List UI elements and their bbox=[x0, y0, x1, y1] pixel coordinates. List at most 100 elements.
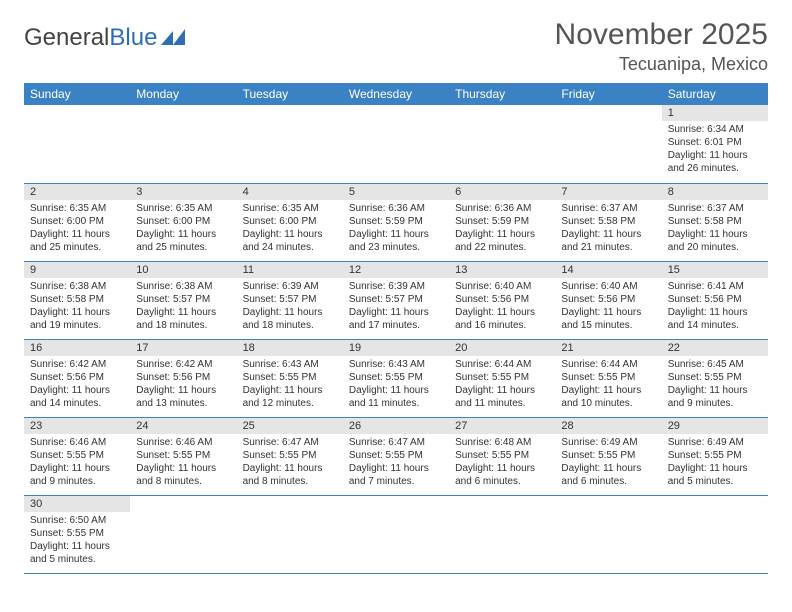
day-header-cell: Monday bbox=[130, 83, 236, 105]
calendar-day-cell: 2Sunrise: 6:35 AMSunset: 6:00 PMDaylight… bbox=[24, 183, 130, 261]
sunrise-line: Sunrise: 6:37 AM bbox=[668, 202, 762, 215]
day-details: Sunrise: 6:36 AMSunset: 5:59 PMDaylight:… bbox=[449, 200, 555, 258]
day-number: 18 bbox=[237, 340, 343, 356]
day-number: 14 bbox=[555, 262, 661, 278]
daylight-line: Daylight: 11 hours and 8 minutes. bbox=[136, 462, 230, 488]
calendar-day-cell: 16Sunrise: 6:42 AMSunset: 5:56 PMDayligh… bbox=[24, 339, 130, 417]
day-header-row: SundayMondayTuesdayWednesdayThursdayFrid… bbox=[24, 83, 768, 105]
calendar-day-cell: 25Sunrise: 6:47 AMSunset: 5:55 PMDayligh… bbox=[237, 417, 343, 495]
sunset-line: Sunset: 5:55 PM bbox=[561, 371, 655, 384]
calendar-day-empty bbox=[449, 495, 555, 573]
sunset-line: Sunset: 6:01 PM bbox=[668, 136, 762, 149]
sunset-line: Sunset: 5:55 PM bbox=[30, 527, 124, 540]
daylight-line: Daylight: 11 hours and 6 minutes. bbox=[561, 462, 655, 488]
sunrise-line: Sunrise: 6:40 AM bbox=[561, 280, 655, 293]
sunset-line: Sunset: 5:57 PM bbox=[243, 293, 337, 306]
day-number: 10 bbox=[130, 262, 236, 278]
calendar-week-row: 30Sunrise: 6:50 AMSunset: 5:55 PMDayligh… bbox=[24, 495, 768, 573]
calendar-day-empty bbox=[662, 495, 768, 573]
sunrise-line: Sunrise: 6:35 AM bbox=[30, 202, 124, 215]
logo: GeneralBlue bbox=[24, 18, 187, 52]
sunrise-line: Sunrise: 6:40 AM bbox=[455, 280, 549, 293]
sunset-line: Sunset: 5:55 PM bbox=[561, 449, 655, 462]
calendar-day-cell: 29Sunrise: 6:49 AMSunset: 5:55 PMDayligh… bbox=[662, 417, 768, 495]
sunrise-line: Sunrise: 6:35 AM bbox=[136, 202, 230, 215]
calendar-day-cell: 4Sunrise: 6:35 AMSunset: 6:00 PMDaylight… bbox=[237, 183, 343, 261]
day-details: Sunrise: 6:39 AMSunset: 5:57 PMDaylight:… bbox=[237, 278, 343, 336]
calendar-day-cell: 22Sunrise: 6:45 AMSunset: 5:55 PMDayligh… bbox=[662, 339, 768, 417]
calendar-day-cell: 30Sunrise: 6:50 AMSunset: 5:55 PMDayligh… bbox=[24, 495, 130, 573]
sunset-line: Sunset: 5:55 PM bbox=[136, 449, 230, 462]
day-details: Sunrise: 6:38 AMSunset: 5:57 PMDaylight:… bbox=[130, 278, 236, 336]
sunrise-line: Sunrise: 6:47 AM bbox=[243, 436, 337, 449]
day-details: Sunrise: 6:43 AMSunset: 5:55 PMDaylight:… bbox=[237, 356, 343, 414]
calendar-week-row: 9Sunrise: 6:38 AMSunset: 5:58 PMDaylight… bbox=[24, 261, 768, 339]
sunrise-line: Sunrise: 6:49 AM bbox=[561, 436, 655, 449]
daylight-line: Daylight: 11 hours and 6 minutes. bbox=[455, 462, 549, 488]
daylight-line: Daylight: 11 hours and 11 minutes. bbox=[349, 384, 443, 410]
sunset-line: Sunset: 5:55 PM bbox=[243, 449, 337, 462]
daylight-line: Daylight: 11 hours and 18 minutes. bbox=[243, 306, 337, 332]
day-number: 4 bbox=[237, 184, 343, 200]
daylight-line: Daylight: 11 hours and 5 minutes. bbox=[30, 540, 124, 566]
sunrise-line: Sunrise: 6:45 AM bbox=[668, 358, 762, 371]
day-details: Sunrise: 6:40 AMSunset: 5:56 PMDaylight:… bbox=[449, 278, 555, 336]
calendar-day-cell: 1Sunrise: 6:34 AMSunset: 6:01 PMDaylight… bbox=[662, 105, 768, 183]
sunset-line: Sunset: 5:59 PM bbox=[455, 215, 549, 228]
daylight-line: Daylight: 11 hours and 14 minutes. bbox=[30, 384, 124, 410]
daylight-line: Daylight: 11 hours and 22 minutes. bbox=[455, 228, 549, 254]
sunrise-line: Sunrise: 6:50 AM bbox=[30, 514, 124, 527]
sunrise-line: Sunrise: 6:44 AM bbox=[561, 358, 655, 371]
day-details: Sunrise: 6:37 AMSunset: 5:58 PMDaylight:… bbox=[662, 200, 768, 258]
sunrise-line: Sunrise: 6:35 AM bbox=[243, 202, 337, 215]
sunrise-line: Sunrise: 6:47 AM bbox=[349, 436, 443, 449]
calendar-day-cell: 20Sunrise: 6:44 AMSunset: 5:55 PMDayligh… bbox=[449, 339, 555, 417]
day-number: 2 bbox=[24, 184, 130, 200]
calendar-day-empty bbox=[237, 105, 343, 183]
day-details: Sunrise: 6:50 AMSunset: 5:55 PMDaylight:… bbox=[24, 512, 130, 570]
day-number: 29 bbox=[662, 418, 768, 434]
daylight-line: Daylight: 11 hours and 19 minutes. bbox=[30, 306, 124, 332]
sunset-line: Sunset: 5:56 PM bbox=[455, 293, 549, 306]
day-number: 17 bbox=[130, 340, 236, 356]
sunset-line: Sunset: 5:59 PM bbox=[349, 215, 443, 228]
daylight-line: Daylight: 11 hours and 5 minutes. bbox=[668, 462, 762, 488]
daylight-line: Daylight: 11 hours and 8 minutes. bbox=[243, 462, 337, 488]
daylight-line: Daylight: 11 hours and 13 minutes. bbox=[136, 384, 230, 410]
day-details: Sunrise: 6:46 AMSunset: 5:55 PMDaylight:… bbox=[130, 434, 236, 492]
sunrise-line: Sunrise: 6:38 AM bbox=[136, 280, 230, 293]
sunset-line: Sunset: 5:55 PM bbox=[668, 371, 762, 384]
day-number: 27 bbox=[449, 418, 555, 434]
daylight-line: Daylight: 11 hours and 23 minutes. bbox=[349, 228, 443, 254]
sunrise-line: Sunrise: 6:46 AM bbox=[30, 436, 124, 449]
day-number: 1 bbox=[662, 105, 768, 121]
day-header-cell: Friday bbox=[555, 83, 661, 105]
calendar-day-empty bbox=[449, 105, 555, 183]
day-details: Sunrise: 6:45 AMSunset: 5:55 PMDaylight:… bbox=[662, 356, 768, 414]
calendar-week-row: 23Sunrise: 6:46 AMSunset: 5:55 PMDayligh… bbox=[24, 417, 768, 495]
calendar-day-cell: 10Sunrise: 6:38 AMSunset: 5:57 PMDayligh… bbox=[130, 261, 236, 339]
day-number: 6 bbox=[449, 184, 555, 200]
day-number: 11 bbox=[237, 262, 343, 278]
day-number: 22 bbox=[662, 340, 768, 356]
sunset-line: Sunset: 5:56 PM bbox=[668, 293, 762, 306]
day-details: Sunrise: 6:35 AMSunset: 6:00 PMDaylight:… bbox=[237, 200, 343, 258]
day-header-cell: Sunday bbox=[24, 83, 130, 105]
logo-text-general: General bbox=[24, 24, 109, 52]
day-details: Sunrise: 6:49 AMSunset: 5:55 PMDaylight:… bbox=[555, 434, 661, 492]
sunset-line: Sunset: 5:55 PM bbox=[349, 371, 443, 384]
daylight-line: Daylight: 11 hours and 16 minutes. bbox=[455, 306, 549, 332]
daylight-line: Daylight: 11 hours and 26 minutes. bbox=[668, 149, 762, 175]
day-number: 16 bbox=[24, 340, 130, 356]
calendar-day-cell: 3Sunrise: 6:35 AMSunset: 6:00 PMDaylight… bbox=[130, 183, 236, 261]
sunset-line: Sunset: 5:57 PM bbox=[349, 293, 443, 306]
day-number: 8 bbox=[662, 184, 768, 200]
calendar-day-empty bbox=[130, 495, 236, 573]
sunset-line: Sunset: 5:58 PM bbox=[668, 215, 762, 228]
day-number: 24 bbox=[130, 418, 236, 434]
calendar-day-cell: 12Sunrise: 6:39 AMSunset: 5:57 PMDayligh… bbox=[343, 261, 449, 339]
sunset-line: Sunset: 5:55 PM bbox=[668, 449, 762, 462]
calendar-day-empty bbox=[343, 105, 449, 183]
daylight-line: Daylight: 11 hours and 9 minutes. bbox=[30, 462, 124, 488]
day-number: 7 bbox=[555, 184, 661, 200]
